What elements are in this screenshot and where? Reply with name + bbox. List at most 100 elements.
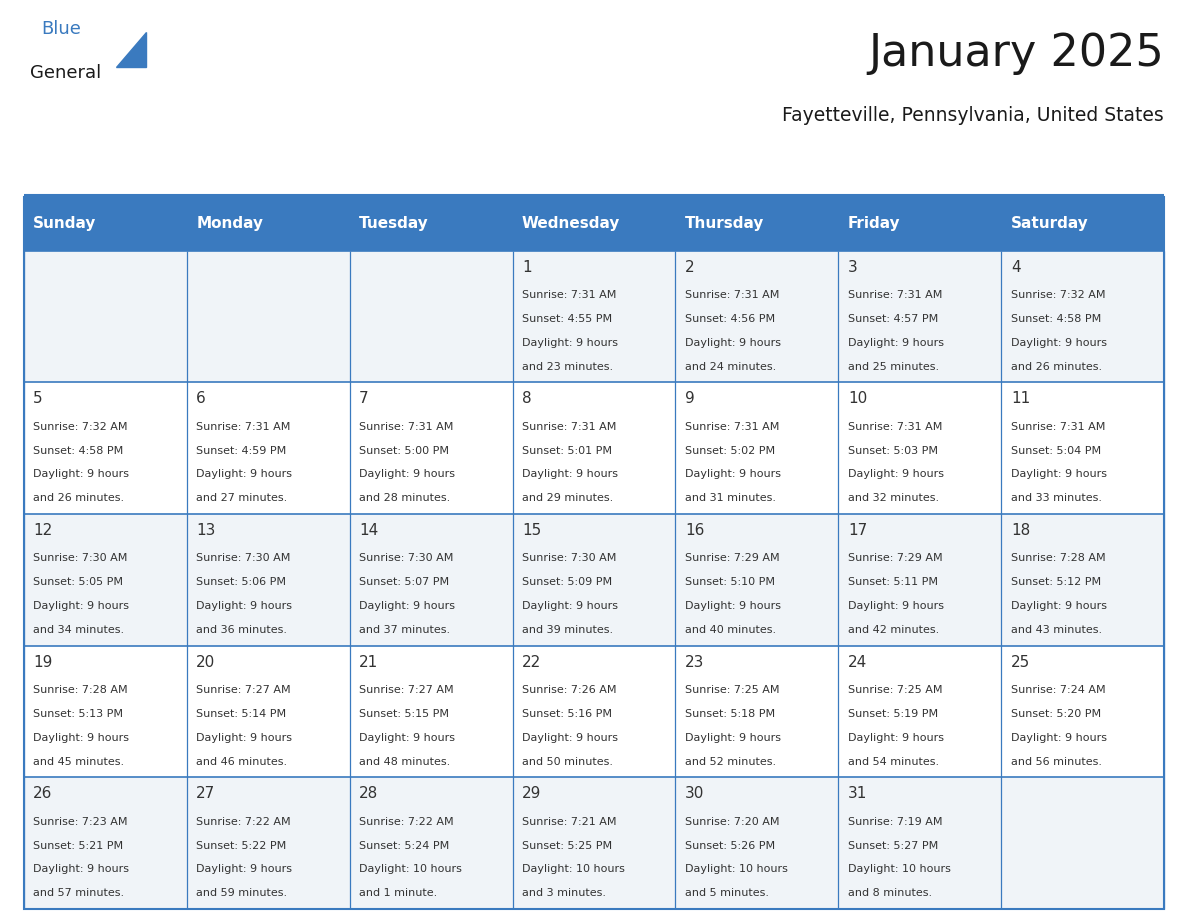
Text: Daylight: 9 hours: Daylight: 9 hours: [196, 733, 292, 743]
Text: Sunrise: 7:21 AM: Sunrise: 7:21 AM: [522, 817, 617, 826]
Text: Daylight: 9 hours: Daylight: 9 hours: [1011, 733, 1107, 743]
Text: Sunrise: 7:31 AM: Sunrise: 7:31 AM: [196, 421, 291, 431]
Text: Daylight: 9 hours: Daylight: 9 hours: [359, 733, 455, 743]
Text: Sunrise: 7:30 AM: Sunrise: 7:30 AM: [33, 554, 127, 564]
Text: Daylight: 9 hours: Daylight: 9 hours: [522, 733, 618, 743]
Text: Daylight: 9 hours: Daylight: 9 hours: [196, 601, 292, 611]
Text: and 36 minutes.: and 36 minutes.: [196, 625, 287, 635]
Text: Sunset: 5:13 PM: Sunset: 5:13 PM: [33, 709, 124, 719]
Text: Daylight: 9 hours: Daylight: 9 hours: [848, 601, 944, 611]
Bar: [24, 645, 1164, 778]
Text: Sunset: 4:58 PM: Sunset: 4:58 PM: [1011, 314, 1101, 324]
Text: and 8 minutes.: and 8 minutes.: [848, 889, 933, 898]
Text: Friday: Friday: [848, 217, 901, 231]
Text: 20: 20: [196, 655, 215, 670]
Text: Sunrise: 7:31 AM: Sunrise: 7:31 AM: [685, 290, 779, 300]
Text: Sunrise: 7:20 AM: Sunrise: 7:20 AM: [685, 817, 779, 826]
Text: Sunset: 5:24 PM: Sunset: 5:24 PM: [359, 841, 449, 850]
Text: and 24 minutes.: and 24 minutes.: [685, 362, 776, 372]
Text: Sunrise: 7:19 AM: Sunrise: 7:19 AM: [848, 817, 942, 826]
Polygon shape: [116, 32, 146, 67]
Text: 6: 6: [196, 391, 206, 407]
Text: Sunrise: 7:31 AM: Sunrise: 7:31 AM: [359, 421, 454, 431]
Bar: [24, 197, 1164, 251]
Text: 3: 3: [848, 260, 858, 274]
Text: and 23 minutes.: and 23 minutes.: [522, 362, 613, 372]
Text: Sunset: 5:11 PM: Sunset: 5:11 PM: [848, 577, 937, 588]
Text: Sunrise: 7:32 AM: Sunrise: 7:32 AM: [1011, 290, 1105, 300]
Text: Tuesday: Tuesday: [359, 217, 429, 231]
Text: Daylight: 9 hours: Daylight: 9 hours: [522, 338, 618, 348]
Text: Sunset: 4:57 PM: Sunset: 4:57 PM: [848, 314, 939, 324]
Text: and 45 minutes.: and 45 minutes.: [33, 756, 125, 767]
Text: Sunset: 5:06 PM: Sunset: 5:06 PM: [196, 577, 286, 588]
Text: 10: 10: [848, 391, 867, 407]
Text: 23: 23: [685, 655, 704, 670]
Text: 4: 4: [1011, 260, 1020, 274]
Text: and 56 minutes.: and 56 minutes.: [1011, 756, 1101, 767]
Text: Daylight: 9 hours: Daylight: 9 hours: [1011, 469, 1107, 479]
Text: Sunrise: 7:31 AM: Sunrise: 7:31 AM: [522, 290, 617, 300]
Text: Sunset: 5:09 PM: Sunset: 5:09 PM: [522, 577, 612, 588]
Text: and 26 minutes.: and 26 minutes.: [1011, 362, 1102, 372]
Text: and 46 minutes.: and 46 minutes.: [196, 756, 287, 767]
Text: 16: 16: [685, 523, 704, 538]
Text: 15: 15: [522, 523, 542, 538]
Text: Sunset: 5:04 PM: Sunset: 5:04 PM: [1011, 445, 1101, 455]
Text: and 40 minutes.: and 40 minutes.: [685, 625, 776, 635]
Text: Daylight: 9 hours: Daylight: 9 hours: [33, 601, 129, 611]
Text: 5: 5: [33, 391, 43, 407]
Text: Sunset: 4:55 PM: Sunset: 4:55 PM: [522, 314, 612, 324]
Text: and 29 minutes.: and 29 minutes.: [522, 493, 613, 503]
Text: Sunset: 5:21 PM: Sunset: 5:21 PM: [33, 841, 124, 850]
Text: Saturday: Saturday: [1011, 217, 1088, 231]
Text: 13: 13: [196, 523, 215, 538]
Text: Sunset: 5:26 PM: Sunset: 5:26 PM: [685, 841, 775, 850]
Text: Sunrise: 7:29 AM: Sunrise: 7:29 AM: [685, 554, 779, 564]
Text: Daylight: 9 hours: Daylight: 9 hours: [522, 469, 618, 479]
Text: Daylight: 10 hours: Daylight: 10 hours: [848, 865, 950, 874]
Text: Sunset: 5:07 PM: Sunset: 5:07 PM: [359, 577, 449, 588]
Text: 26: 26: [33, 787, 52, 801]
Text: 1: 1: [522, 260, 532, 274]
Text: Sunrise: 7:30 AM: Sunrise: 7:30 AM: [359, 554, 454, 564]
Bar: [24, 514, 1164, 645]
Text: 31: 31: [848, 787, 867, 801]
Text: Sunrise: 7:30 AM: Sunrise: 7:30 AM: [196, 554, 291, 564]
Text: 21: 21: [359, 655, 378, 670]
Text: and 34 minutes.: and 34 minutes.: [33, 625, 125, 635]
Text: Daylight: 10 hours: Daylight: 10 hours: [685, 865, 788, 874]
Text: 17: 17: [848, 523, 867, 538]
Text: Sunrise: 7:25 AM: Sunrise: 7:25 AM: [848, 685, 942, 695]
Text: Sunset: 5:20 PM: Sunset: 5:20 PM: [1011, 709, 1101, 719]
Text: 30: 30: [685, 787, 704, 801]
Text: and 31 minutes.: and 31 minutes.: [685, 493, 776, 503]
Text: Daylight: 9 hours: Daylight: 9 hours: [685, 469, 781, 479]
Text: January 2025: January 2025: [868, 32, 1164, 75]
Text: Sunrise: 7:22 AM: Sunrise: 7:22 AM: [359, 817, 454, 826]
Text: and 48 minutes.: and 48 minutes.: [359, 756, 450, 767]
Text: and 42 minutes.: and 42 minutes.: [848, 625, 940, 635]
Text: 2: 2: [685, 260, 695, 274]
Text: 7: 7: [359, 391, 368, 407]
Text: Daylight: 9 hours: Daylight: 9 hours: [196, 469, 292, 479]
Text: Sunrise: 7:31 AM: Sunrise: 7:31 AM: [848, 290, 942, 300]
Text: Sunrise: 7:23 AM: Sunrise: 7:23 AM: [33, 817, 128, 826]
Text: and 28 minutes.: and 28 minutes.: [359, 493, 450, 503]
Text: Daylight: 9 hours: Daylight: 9 hours: [1011, 601, 1107, 611]
Text: Daylight: 9 hours: Daylight: 9 hours: [522, 601, 618, 611]
Text: Sunset: 5:02 PM: Sunset: 5:02 PM: [685, 445, 775, 455]
Text: Daylight: 10 hours: Daylight: 10 hours: [359, 865, 462, 874]
Text: and 50 minutes.: and 50 minutes.: [522, 756, 613, 767]
Text: and 27 minutes.: and 27 minutes.: [196, 493, 287, 503]
Text: Sunset: 5:25 PM: Sunset: 5:25 PM: [522, 841, 612, 850]
Text: Sunrise: 7:28 AM: Sunrise: 7:28 AM: [33, 685, 128, 695]
Text: Sunset: 5:14 PM: Sunset: 5:14 PM: [196, 709, 286, 719]
Text: 29: 29: [522, 787, 542, 801]
Text: 24: 24: [848, 655, 867, 670]
Text: Sunday: Sunday: [33, 217, 96, 231]
Text: Blue: Blue: [42, 20, 82, 39]
Text: Sunset: 4:59 PM: Sunset: 4:59 PM: [196, 445, 286, 455]
Text: and 54 minutes.: and 54 minutes.: [848, 756, 939, 767]
Text: Sunset: 4:56 PM: Sunset: 4:56 PM: [685, 314, 775, 324]
